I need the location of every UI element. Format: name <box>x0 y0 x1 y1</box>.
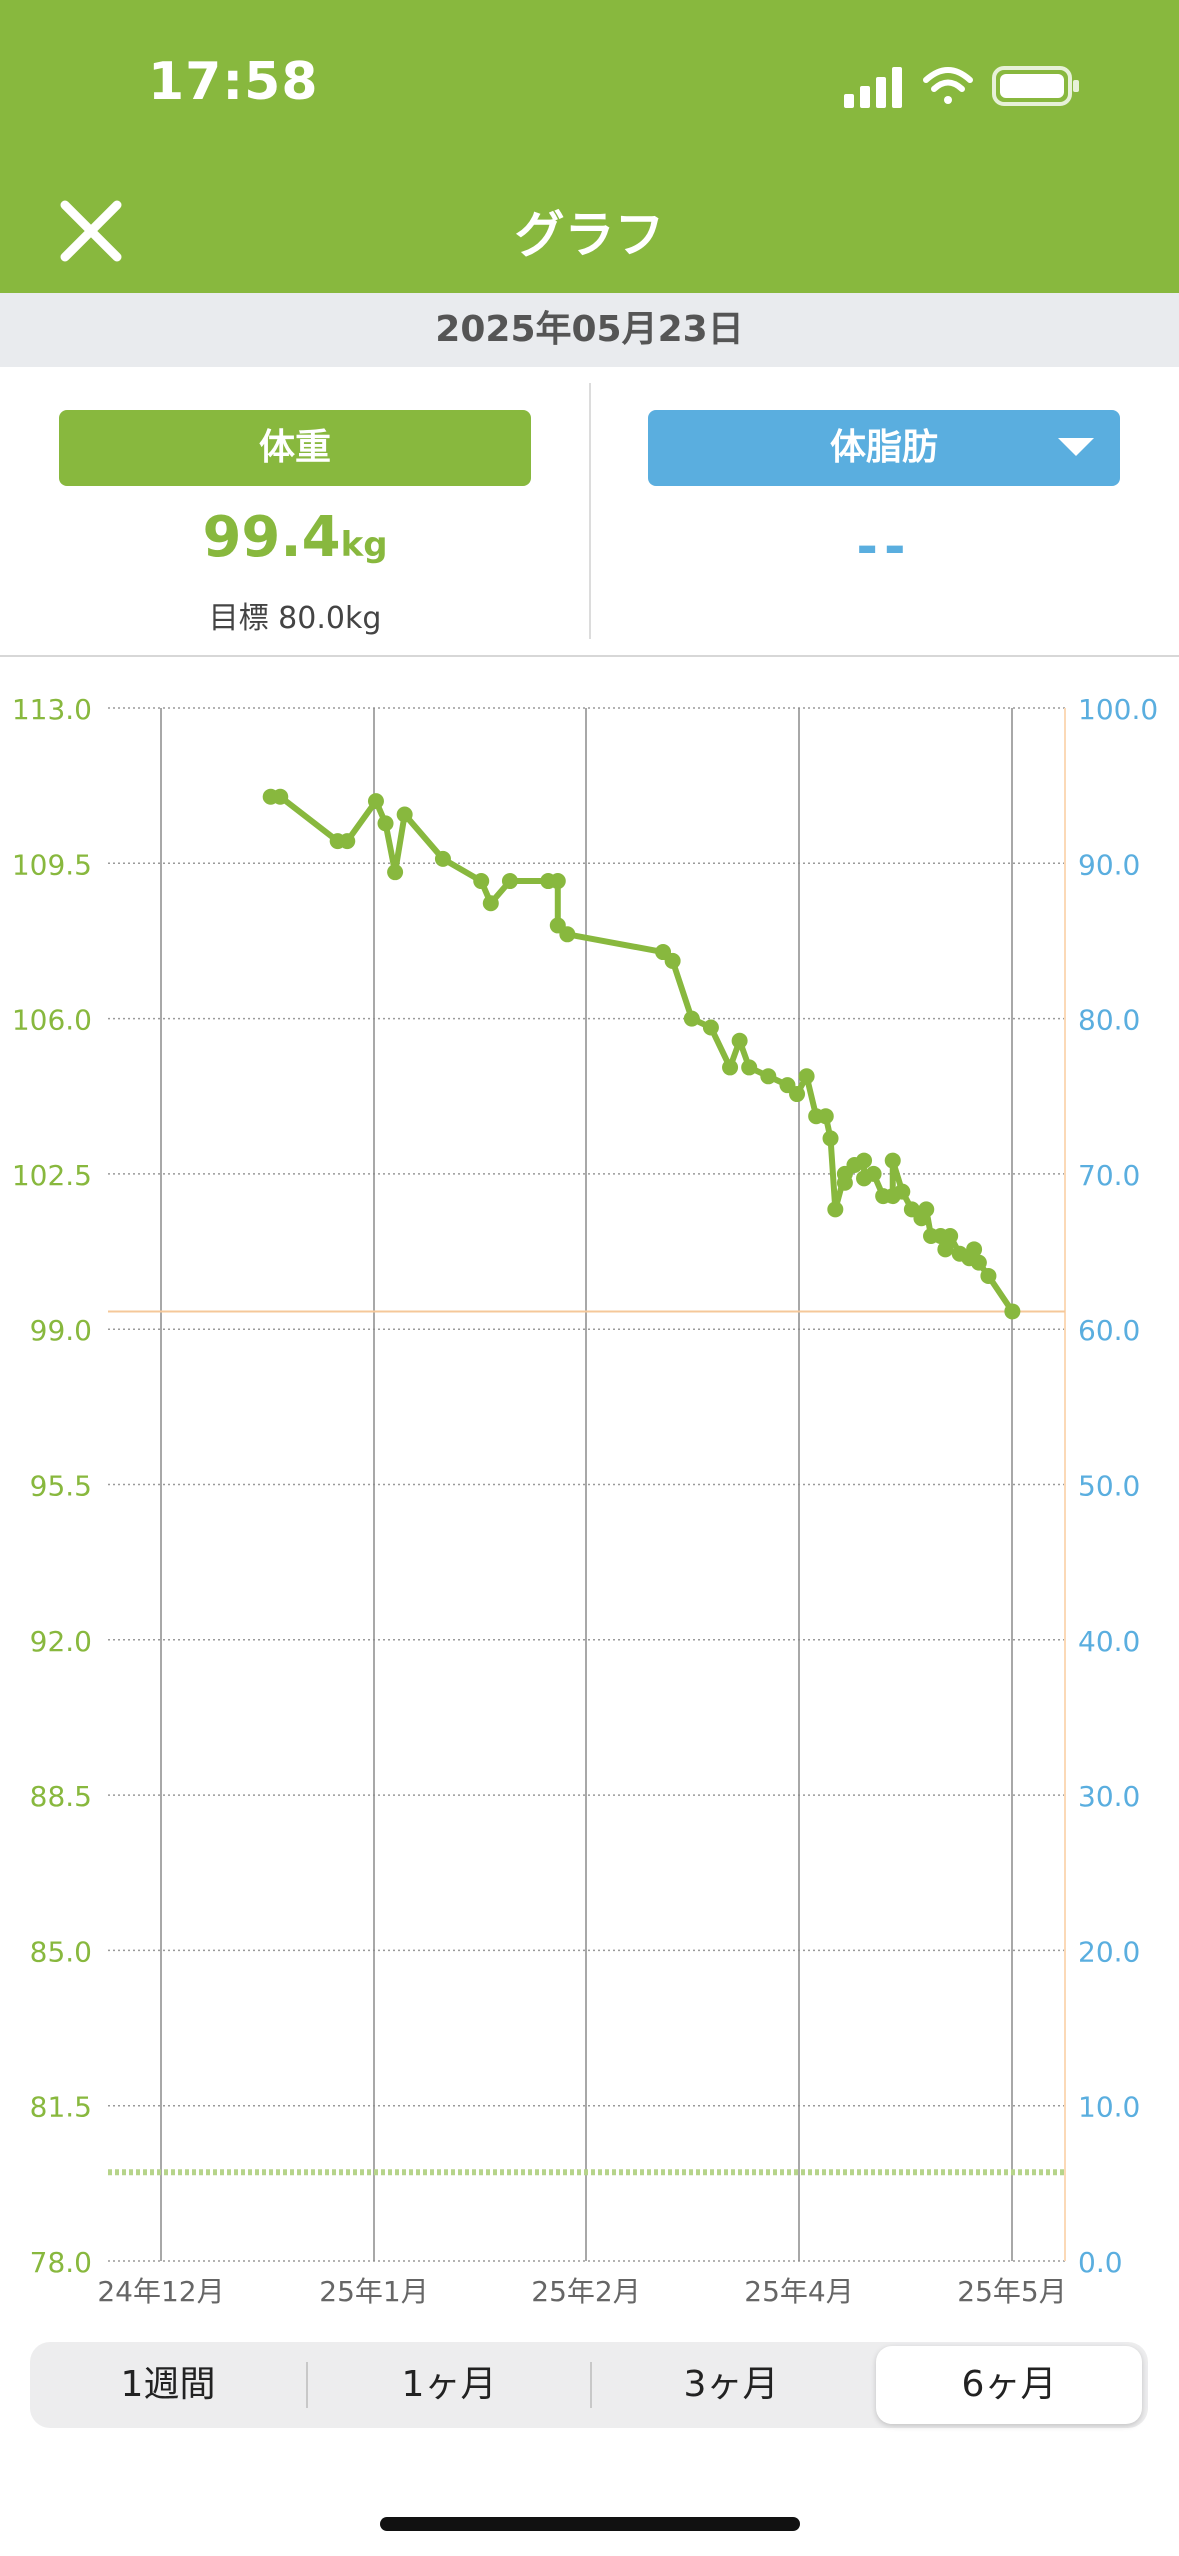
weight-data-point <box>664 952 681 969</box>
close-icon[interactable] <box>55 195 127 267</box>
status-icons <box>844 66 1079 108</box>
y-tick-label-left: 109.5 <box>12 848 92 881</box>
y-tick-label-right: 20.0 <box>1078 1935 1140 1968</box>
weight-data-point <box>501 873 518 890</box>
x-tick-label: 25年4月 <box>744 2275 853 2305</box>
weight-data-point <box>339 833 356 850</box>
x-tick-label: 25年2月 <box>531 2275 640 2305</box>
y-tick-label-right: 90.0 <box>1078 848 1140 881</box>
weight-data-point <box>937 1241 954 1258</box>
weight-data-point <box>387 864 404 881</box>
body-fat-label: 体脂肪 <box>829 427 938 468</box>
weight-data-point <box>683 1010 700 1027</box>
weight-value: 99.4kg <box>59 505 531 570</box>
weight-number: 99.4 <box>202 505 341 570</box>
x-tick-label: 24年12月 <box>97 2275 224 2305</box>
y-tick-label-left: 81.5 <box>30 2091 92 2124</box>
wifi-icon <box>923 67 973 104</box>
weight-data-point <box>817 1108 834 1125</box>
summary-divider <box>589 383 591 639</box>
weight-tab-button[interactable]: 体重 <box>59 410 531 486</box>
weight-data-point <box>396 806 413 823</box>
page-title: グラフ <box>514 206 665 264</box>
home-indicator <box>380 2517 800 2531</box>
y-tick-label-right: 60.0 <box>1078 1314 1140 1347</box>
y-tick-label-left: 92.0 <box>30 1625 92 1658</box>
y-tick-label-left: 85.0 <box>30 1935 92 1968</box>
weight-series-line <box>267 793 1016 1315</box>
cellular-signal-icon <box>844 67 902 108</box>
segment-divider <box>306 2362 308 2408</box>
weight-data-point <box>966 1241 983 1258</box>
weight-data-point <box>702 1019 719 1036</box>
x-tick-label: 25年1月 <box>319 2275 428 2305</box>
weight-data-point <box>836 1174 853 1191</box>
weight-data-point <box>1004 1303 1021 1320</box>
status-time: 17:58 <box>148 52 319 112</box>
weight-data-point <box>549 873 566 890</box>
body-fat-dropdown-button[interactable]: 体脂肪 <box>648 410 1120 486</box>
y-tick-label-left: 102.5 <box>12 1159 92 1192</box>
summary-panel: 体重 99.4kg 目標 80.0kg 体脂肪 -- <box>0 367 1179 657</box>
y-tick-label-left: 113.0 <box>12 693 92 726</box>
period-segmented-control: 1週間 1ヶ月 3ヶ月 6ヶ月 <box>30 2342 1148 2428</box>
y-tick-label-right: 70.0 <box>1078 1159 1140 1192</box>
weight-data-point <box>482 895 499 912</box>
y-tick-label-left: 106.0 <box>12 1004 92 1037</box>
weight-data-point <box>377 815 394 832</box>
battery-icon <box>992 66 1079 106</box>
segment-divider <box>590 2362 592 2408</box>
weight-data-point <box>473 873 490 890</box>
weight-data-point <box>884 1152 901 1169</box>
weight-data-point <box>918 1201 935 1218</box>
date-bar: 2025年05月23日 <box>0 293 1179 367</box>
y-tick-label-right: 80.0 <box>1078 1004 1140 1037</box>
weight-data-point <box>272 788 289 805</box>
y-tick-label-right: 30.0 <box>1078 1780 1140 1813</box>
tab-1-week[interactable]: 1週間 <box>120 2364 216 2405</box>
chevron-down-icon <box>1058 438 1094 456</box>
x-tick-label: 25年5月 <box>957 2275 1066 2305</box>
weight-unit: kg <box>340 525 388 565</box>
weight-data-point <box>789 1086 806 1103</box>
weight-data-point <box>367 793 384 810</box>
y-tick-label-left: 88.5 <box>30 1780 92 1813</box>
y-tick-label-right: 50.0 <box>1078 1470 1140 1503</box>
y-tick-label-left: 78.0 <box>30 2246 92 2279</box>
weight-data-point <box>731 1032 748 1049</box>
nav-bar: グラフ <box>0 165 1179 293</box>
weight-data-point <box>822 1130 839 1147</box>
weight-data-point <box>827 1201 844 1218</box>
weight-data-point <box>970 1254 987 1271</box>
weight-data-point <box>865 1165 882 1182</box>
weight-data-point <box>741 1059 758 1076</box>
tab-6-months[interactable]: 6ヶ月 <box>876 2346 1142 2424</box>
y-tick-label-left: 99.0 <box>30 1314 92 1347</box>
weight-data-point <box>798 1068 815 1085</box>
body-fat-value: -- <box>856 517 912 577</box>
weight-data-point <box>980 1267 997 1284</box>
tab-3-months[interactable]: 3ヶ月 <box>683 2364 779 2405</box>
y-tick-label-left: 95.5 <box>30 1470 92 1503</box>
weight-data-point <box>434 850 451 867</box>
goal-weight-text: 目標 80.0kg <box>208 601 382 636</box>
tab-1-month[interactable]: 1ヶ月 <box>401 2364 497 2405</box>
status-bar: 17:58 <box>0 0 1179 165</box>
weight-data-point <box>722 1059 739 1076</box>
y-tick-label-right: 0.0 <box>1078 2246 1123 2279</box>
y-tick-label-right: 10.0 <box>1078 2091 1140 2124</box>
weight-data-point <box>942 1228 959 1245</box>
y-tick-label-right: 100.0 <box>1078 693 1158 726</box>
weight-data-point <box>559 926 576 943</box>
weight-data-point <box>760 1068 777 1085</box>
y-tick-label-right: 40.0 <box>1078 1625 1140 1658</box>
weight-chart[interactable]: 113.0 100.0 109.5 90.0 106.0 80.0 102.5 70.0 99.… <box>0 655 1179 2305</box>
weight-data-point <box>856 1152 873 1169</box>
weight-data-point <box>894 1183 911 1200</box>
